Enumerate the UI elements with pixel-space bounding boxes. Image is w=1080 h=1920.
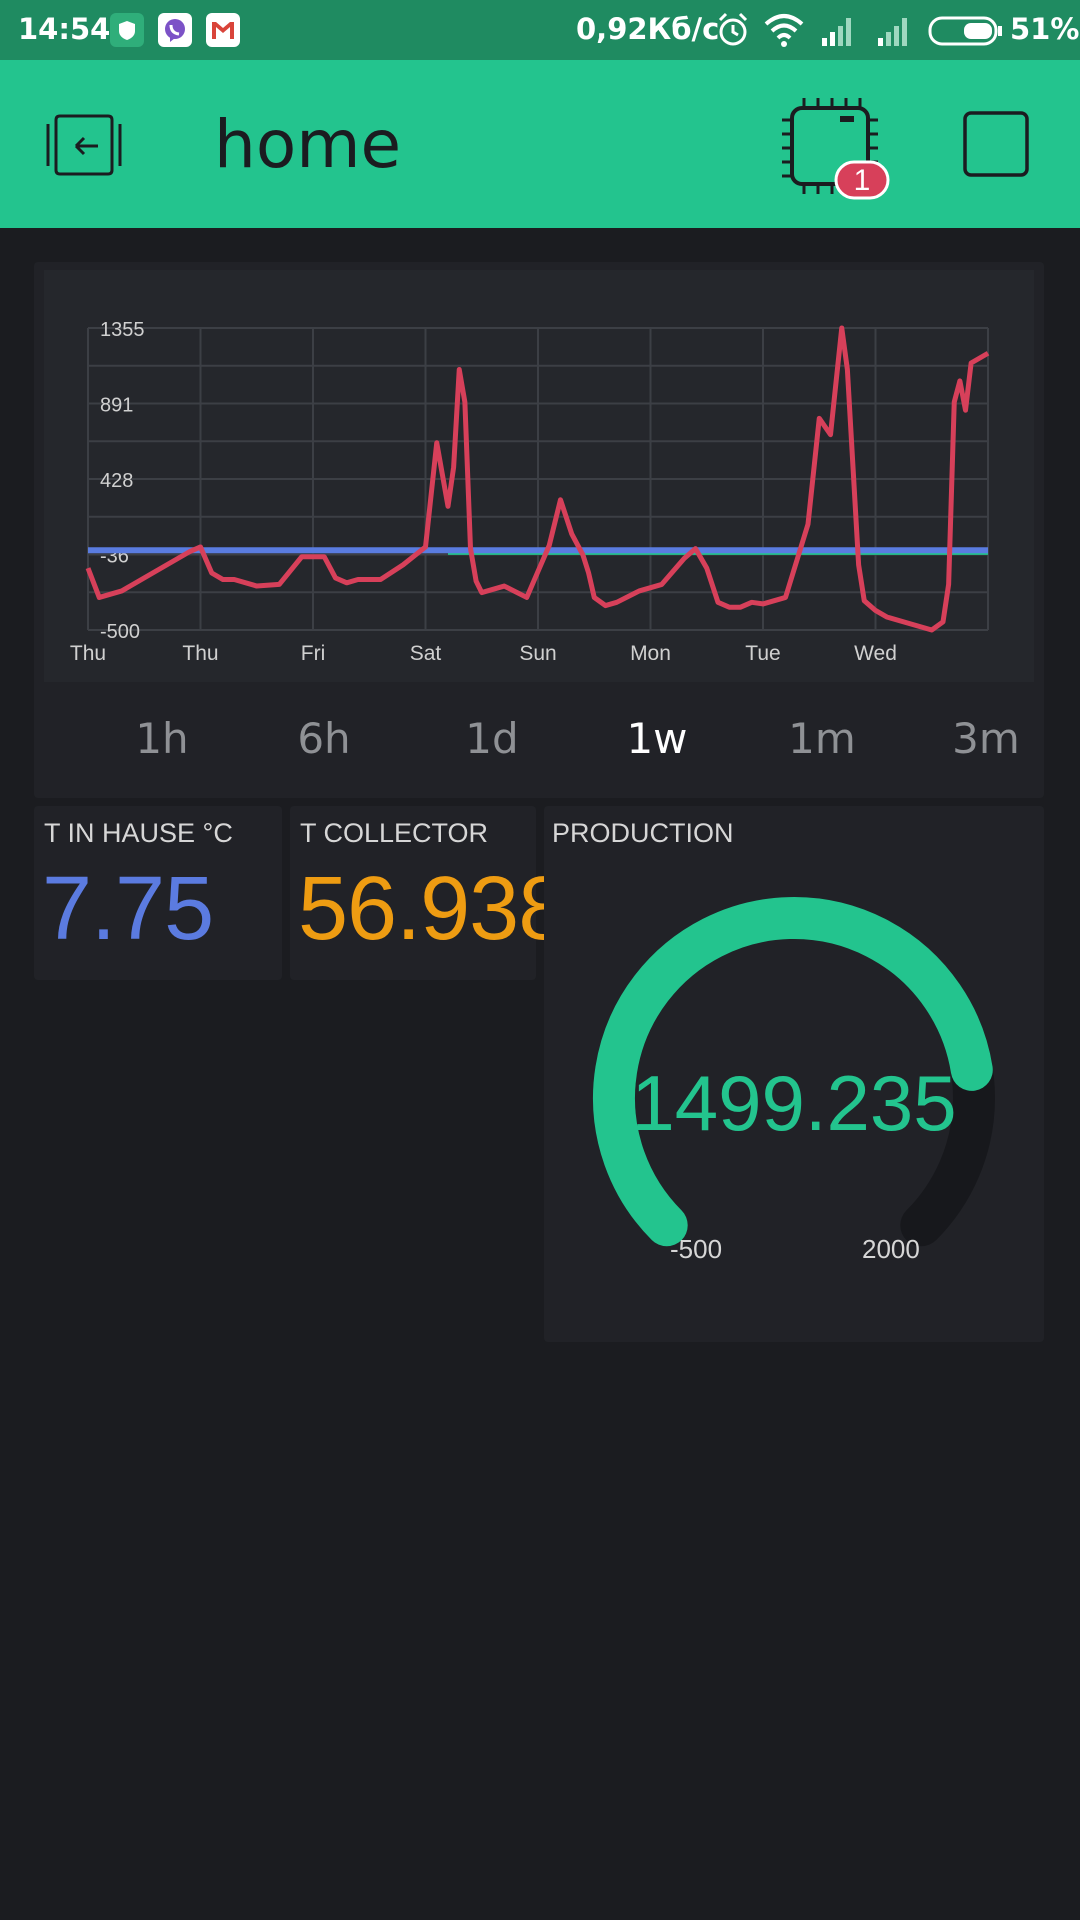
range-button-1h[interactable]: 1h — [135, 714, 189, 763]
production-gauge-widget: PRODUCTION 1499.235 -500 2000 — [544, 806, 1044, 1342]
range-button-6h[interactable]: 6h — [297, 714, 351, 763]
exit-project-button[interactable] — [46, 110, 122, 186]
device-count-badge: 1 — [834, 160, 890, 200]
wifi-icon — [762, 10, 806, 54]
range-button-1w[interactable]: 1w — [626, 714, 688, 763]
range-button-3m[interactable]: 3m — [952, 714, 1020, 763]
series-line — [85, 325, 990, 633]
time-range-selector: 1h 6h 1d 1w 1m 3m — [34, 694, 1044, 794]
status-time: 14:54 — [18, 12, 111, 46]
play-stop-button[interactable] — [962, 110, 1032, 184]
x-tick-label: Mon — [630, 642, 671, 665]
y-tick-label: 891 — [100, 395, 133, 417]
t-house-value: 7.75 — [42, 859, 214, 959]
signal-icon-1 — [818, 10, 858, 54]
signal-icon-2 — [874, 10, 914, 54]
gauge-arc — [593, 897, 995, 1247]
stop-icon — [963, 111, 1029, 177]
status-bar: 14:54 0,92Кб/с 51% — [0, 0, 1080, 60]
gauge-max-label: 2000 — [862, 1234, 920, 1264]
network-speed: 0,92Кб/с — [576, 12, 720, 46]
t-collector-value: 56.938 — [298, 859, 568, 959]
battery-percent: 51% — [1010, 12, 1080, 46]
shield-app-icon — [110, 13, 144, 47]
viber-icon — [158, 13, 192, 47]
gauge-fill — [593, 897, 993, 1247]
range-button-1d[interactable]: 1d — [465, 714, 519, 763]
x-tick-label: Thu — [70, 642, 106, 665]
x-tick-label: Sat — [410, 642, 442, 665]
device-button[interactable]: 1 — [780, 96, 892, 210]
x-tick-label: Thu — [182, 642, 218, 665]
project-title: home — [214, 106, 402, 183]
production-value: 1499.235 — [631, 1059, 957, 1147]
y-tick-label: 1355 — [100, 319, 145, 341]
x-tick-label: Sun — [519, 642, 556, 665]
t-house-label: T IN HAUSE °C — [44, 818, 233, 848]
gmail-icon — [206, 13, 240, 47]
production-label: PRODUCTION — [552, 818, 734, 848]
superchart-widget: 1355 891 428 -36 -500 Thu Thu Fri Sat Sun Mon Tue We… — [34, 262, 1044, 798]
gauge-min-label: -500 — [670, 1234, 723, 1264]
battery-icon — [928, 16, 1004, 50]
app-bar: home 1 — [0, 60, 1080, 228]
y-tick-label: 428 — [100, 470, 133, 492]
x-tick-label: Wed — [854, 642, 897, 665]
logout-icon — [46, 114, 122, 176]
alarm-icon — [716, 10, 750, 54]
chart-area: 1355 891 428 -36 -500 Thu Thu Fri Sat Sun Mon Tue We… — [44, 270, 1034, 682]
t-collector-label: T COLLECTOR — [300, 818, 489, 848]
t-house-widget: T IN HAUSE °C 7.75 — [34, 806, 282, 980]
y-tick-label: -500 — [100, 621, 140, 643]
t-collector-widget: T COLLECTOR 56.938 — [290, 806, 568, 980]
range-button-1m[interactable]: 1m — [788, 714, 856, 763]
badge-count: 1 — [854, 164, 871, 197]
x-tick-label: Fri — [301, 642, 326, 665]
x-tick-label: Tue — [745, 642, 780, 665]
